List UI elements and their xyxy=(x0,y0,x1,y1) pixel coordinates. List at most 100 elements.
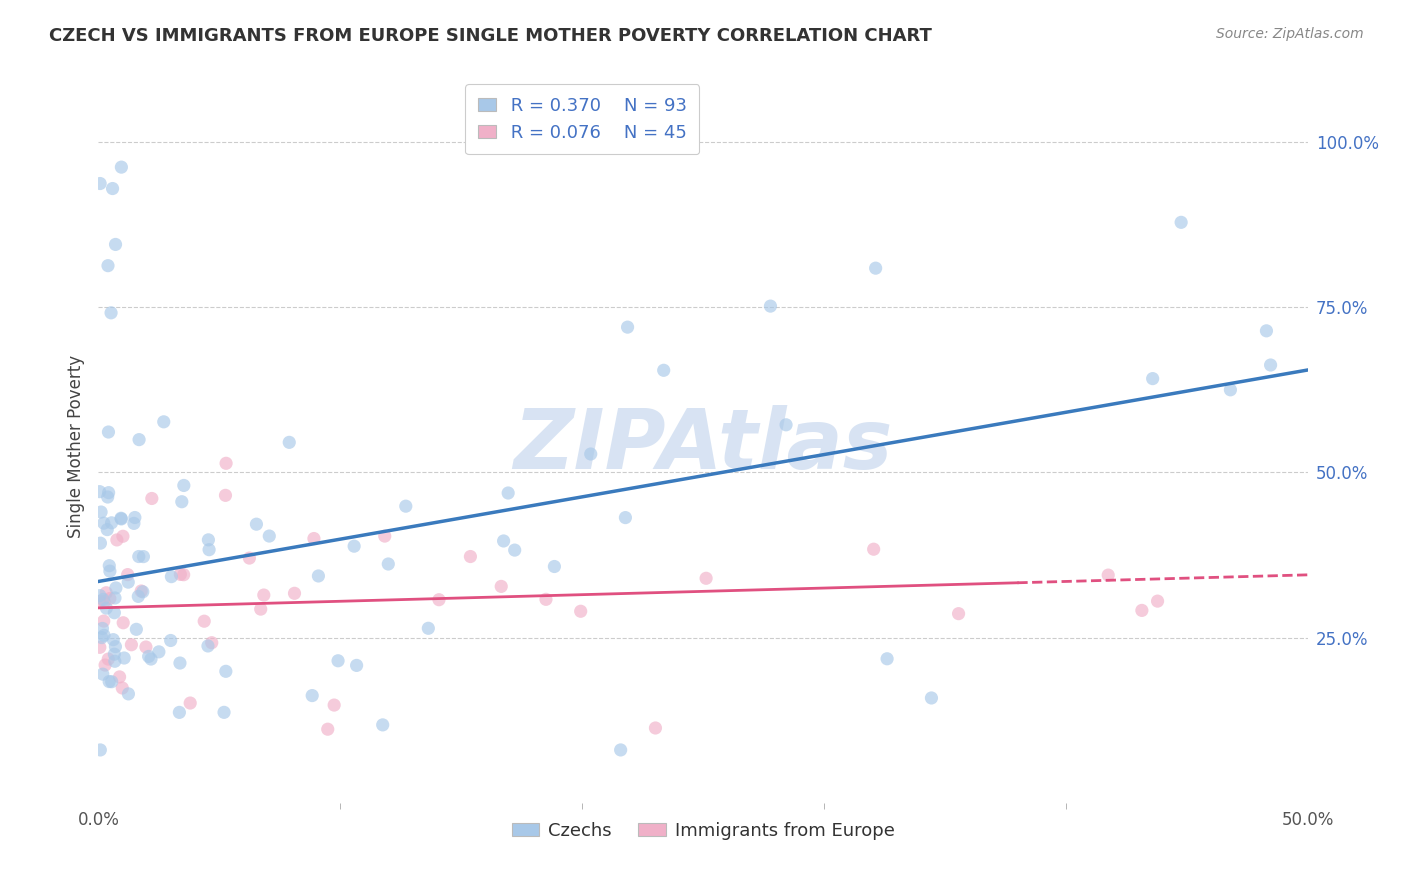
Point xyxy=(253,588,276,602)
Point xyxy=(98,591,121,606)
Point xyxy=(301,689,323,703)
Point xyxy=(695,571,717,585)
Point xyxy=(876,652,898,666)
Point xyxy=(111,681,134,695)
Point xyxy=(93,614,115,628)
Point xyxy=(135,640,157,654)
Point xyxy=(103,647,125,661)
Point xyxy=(128,549,150,564)
Point xyxy=(198,542,221,557)
Point xyxy=(326,654,349,668)
Point xyxy=(98,564,121,578)
Point xyxy=(97,425,120,439)
Point xyxy=(169,567,191,582)
Point xyxy=(374,529,396,543)
Point xyxy=(110,511,132,525)
Point xyxy=(139,652,162,666)
Point xyxy=(644,721,666,735)
Point xyxy=(173,567,195,582)
Point xyxy=(104,581,127,595)
Point xyxy=(89,536,111,550)
Point xyxy=(108,670,131,684)
Point xyxy=(343,539,366,553)
Point xyxy=(652,363,675,377)
Point xyxy=(427,592,450,607)
Point xyxy=(160,569,183,583)
Point xyxy=(316,722,339,736)
Point xyxy=(283,586,305,600)
Point xyxy=(614,510,637,524)
Point xyxy=(104,237,127,252)
Point xyxy=(128,433,150,447)
Point xyxy=(492,533,515,548)
Point xyxy=(98,558,121,573)
Point xyxy=(97,259,120,273)
Point xyxy=(125,623,148,637)
Point xyxy=(865,261,887,276)
Point xyxy=(127,590,149,604)
Point xyxy=(1142,371,1164,385)
Point xyxy=(1219,383,1241,397)
Point xyxy=(100,306,122,320)
Point xyxy=(1097,568,1119,582)
Point xyxy=(920,690,942,705)
Point xyxy=(148,645,170,659)
Point xyxy=(579,447,602,461)
Point xyxy=(197,639,219,653)
Point xyxy=(1170,215,1192,229)
Point xyxy=(259,529,281,543)
Point xyxy=(97,490,120,504)
Point xyxy=(1146,594,1168,608)
Point xyxy=(215,456,238,470)
Point xyxy=(249,602,271,616)
Point xyxy=(89,743,111,757)
Point xyxy=(105,533,128,547)
Point xyxy=(110,160,132,174)
Point xyxy=(104,591,127,605)
Point xyxy=(117,687,139,701)
Point xyxy=(307,569,329,583)
Point xyxy=(97,652,120,666)
Point xyxy=(91,622,114,636)
Point xyxy=(948,607,970,621)
Point xyxy=(101,181,124,195)
Point xyxy=(117,567,139,582)
Point xyxy=(91,667,114,681)
Point xyxy=(103,606,125,620)
Point xyxy=(124,510,146,524)
Point xyxy=(110,512,132,526)
Point xyxy=(104,640,127,654)
Point xyxy=(215,665,238,679)
Point xyxy=(346,658,368,673)
Point xyxy=(862,542,884,557)
Point xyxy=(169,656,191,670)
Point xyxy=(138,649,160,664)
Point xyxy=(197,533,219,547)
Point xyxy=(193,614,215,628)
Point xyxy=(96,586,118,600)
Point xyxy=(93,628,115,642)
Y-axis label: Single Mother Poverty: Single Mother Poverty xyxy=(66,354,84,538)
Point xyxy=(90,631,112,645)
Point xyxy=(96,601,118,615)
Point xyxy=(377,557,399,571)
Point xyxy=(89,594,111,608)
Point xyxy=(1130,603,1153,617)
Point xyxy=(1260,358,1282,372)
Point xyxy=(759,299,782,313)
Point xyxy=(201,636,224,650)
Point xyxy=(89,484,111,499)
Text: Source: ZipAtlas.com: Source: ZipAtlas.com xyxy=(1216,27,1364,41)
Point xyxy=(129,584,152,599)
Point xyxy=(91,592,114,607)
Point xyxy=(97,485,120,500)
Point xyxy=(212,706,235,720)
Point xyxy=(418,621,440,635)
Point xyxy=(775,417,797,432)
Point xyxy=(1256,324,1278,338)
Point xyxy=(93,595,115,609)
Point xyxy=(245,517,267,532)
Point xyxy=(89,589,111,603)
Point xyxy=(214,488,236,502)
Point xyxy=(94,658,117,673)
